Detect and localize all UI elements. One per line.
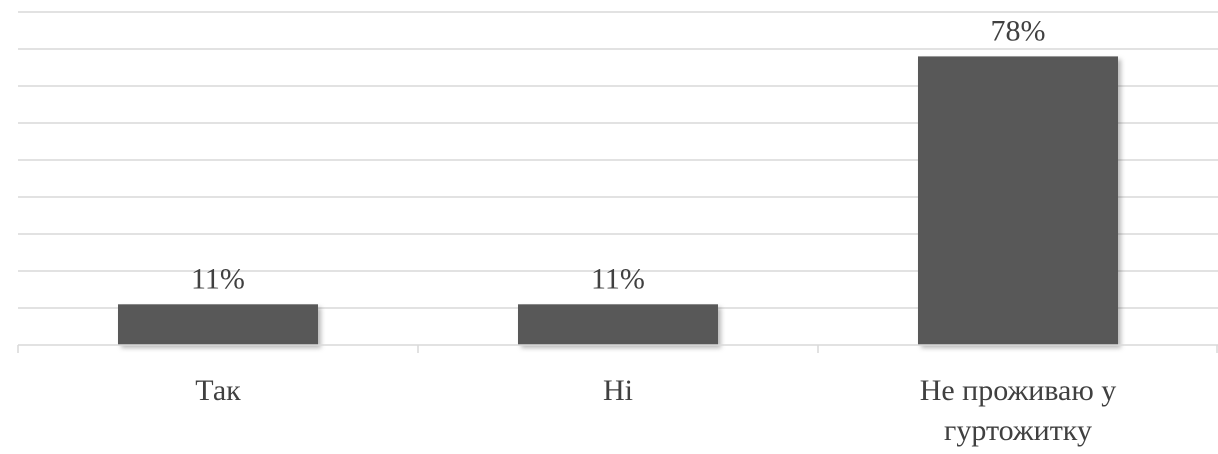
category-label: Ні: [603, 374, 633, 407]
x-axis: [17, 344, 1218, 353]
bar: [918, 56, 1118, 346]
category-labels: Так Ні Не проживаю у гуртожитку: [195, 374, 1116, 447]
data-label: 11%: [591, 262, 645, 295]
category-label: Так: [195, 374, 241, 407]
data-labels: 11% 11% 78%: [191, 14, 1045, 295]
gridlines: [18, 11, 1218, 309]
bar: [518, 304, 718, 345]
bar: [118, 304, 318, 345]
category-label: Не проживаю у гуртожитку: [920, 374, 1117, 447]
data-label: 78%: [991, 14, 1046, 47]
data-label: 11%: [191, 262, 245, 295]
bars: [118, 56, 1118, 346]
